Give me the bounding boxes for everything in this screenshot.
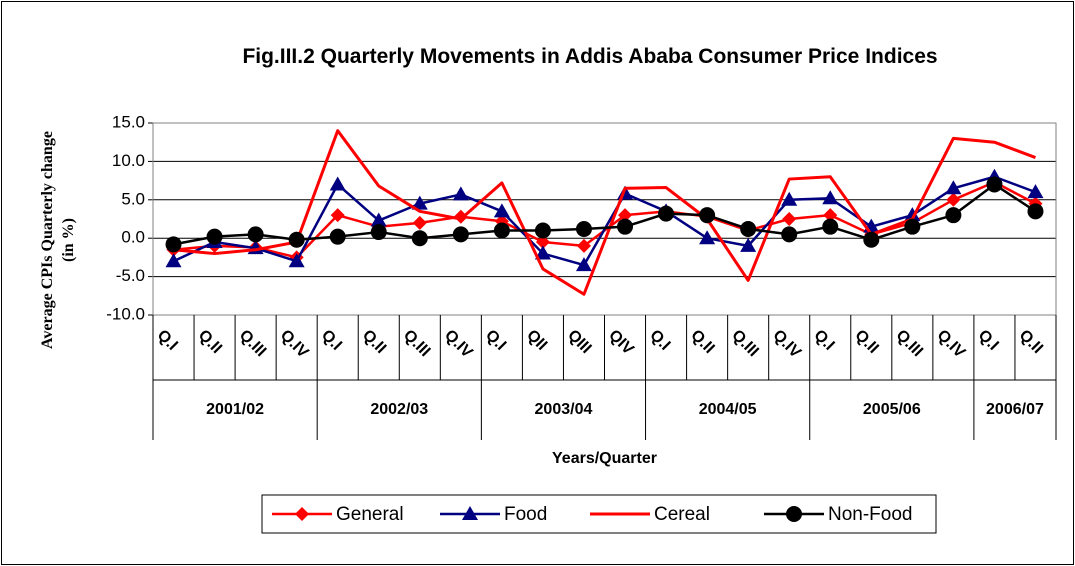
marker: [945, 207, 962, 224]
marker: [412, 215, 427, 230]
y-tick-label: -10.0: [106, 304, 145, 323]
x-tick-label: Q.III: [893, 327, 926, 360]
marker: [411, 230, 428, 247]
marker: [206, 228, 223, 245]
x-tick-label: Q.IV: [277, 327, 312, 362]
x-tick-label: Q.IV: [769, 327, 804, 362]
marker: [986, 176, 1003, 193]
marker: [493, 203, 510, 218]
marker: [462, 506, 478, 520]
x-tick-label: Q.II: [359, 327, 389, 357]
x-tick-label: QIV: [605, 327, 637, 359]
marker: [823, 208, 838, 223]
marker: [288, 253, 305, 268]
marker: [904, 207, 921, 222]
marker: [575, 257, 592, 272]
legend-label: Non-Food: [828, 504, 913, 525]
marker: [493, 222, 510, 239]
group-label: 2006/07: [986, 401, 1044, 418]
group-label: 2004/05: [699, 401, 757, 418]
x-tick-label: QII: [523, 327, 550, 354]
series-line: [173, 183, 1037, 246]
marker: [295, 507, 309, 521]
marker: [247, 226, 264, 243]
marker: [781, 226, 798, 243]
marker: [740, 220, 757, 237]
y-tick-label: 10.0: [112, 151, 145, 170]
x-tick-label: Q.I: [810, 327, 837, 354]
x-tick-label: Q.I: [318, 327, 345, 354]
marker: [534, 245, 551, 260]
legend-label: Cereal: [654, 504, 710, 525]
marker: [699, 207, 716, 224]
x-tick-label: Q.II: [1016, 327, 1046, 357]
marker: [945, 180, 962, 195]
x-tick-label: QIII: [564, 327, 594, 357]
marker: [786, 506, 802, 522]
x-tick-label: Q.I: [646, 327, 673, 354]
marker: [904, 218, 921, 235]
marker: [535, 235, 550, 250]
x-tick-label: Q.I: [154, 327, 181, 354]
x-tick-label: Q.II: [687, 327, 717, 357]
marker: [165, 253, 182, 268]
marker: [946, 192, 961, 207]
x-tick-label: Q.III: [728, 327, 761, 360]
marker: [618, 208, 633, 223]
marker: [453, 209, 468, 224]
marker: [452, 226, 469, 243]
x-axis-label: Years/Quarter: [552, 450, 657, 467]
marker: [863, 231, 880, 248]
group-label: 2002/03: [370, 401, 428, 418]
marker: [411, 195, 428, 210]
x-tick-label: Q.I: [482, 327, 509, 354]
y-tick-label: 5.0: [121, 189, 145, 208]
marker: [822, 190, 839, 205]
marker: [370, 212, 387, 227]
marker: [1027, 203, 1044, 220]
x-tick-label: Q.I: [975, 327, 1002, 354]
y-tick-label: 15.0: [112, 112, 145, 131]
marker: [576, 238, 591, 253]
marker: [329, 176, 346, 191]
x-tick-label: Q.II: [851, 327, 881, 357]
marker: [370, 224, 387, 241]
x-tick-label: Q.III: [236, 327, 269, 360]
marker: [575, 220, 592, 237]
x-tick-label: Q.IV: [441, 327, 476, 362]
marker: [658, 205, 675, 222]
marker: [740, 237, 757, 252]
series-line: [172, 175, 1036, 267]
group-label: 2005/06: [863, 401, 921, 418]
group-label: 2001/02: [206, 401, 264, 418]
y-tick-label: 0.0: [121, 228, 145, 247]
legend-label: Food: [504, 504, 547, 525]
marker: [782, 212, 797, 226]
marker: [699, 230, 716, 245]
group-label: 2003/04: [535, 401, 593, 418]
legend-label: General: [336, 504, 404, 525]
marker: [452, 186, 469, 201]
x-tick-label: Q.III: [400, 327, 433, 360]
series-line: [173, 129, 1037, 296]
marker: [330, 208, 345, 223]
x-tick-label: Q.II: [195, 327, 225, 357]
marker: [165, 236, 182, 253]
marker: [822, 218, 839, 235]
marker: [1027, 184, 1044, 199]
marker: [329, 228, 346, 245]
marker: [288, 231, 305, 248]
x-tick-label: Q.IV: [934, 327, 969, 362]
marker: [534, 222, 551, 239]
chart-title: Fig.III.2 Quarterly Movements in Addis A…: [242, 45, 938, 68]
y-tick-label: -5.0: [116, 266, 145, 285]
marker: [617, 218, 634, 235]
marker: [781, 191, 798, 206]
